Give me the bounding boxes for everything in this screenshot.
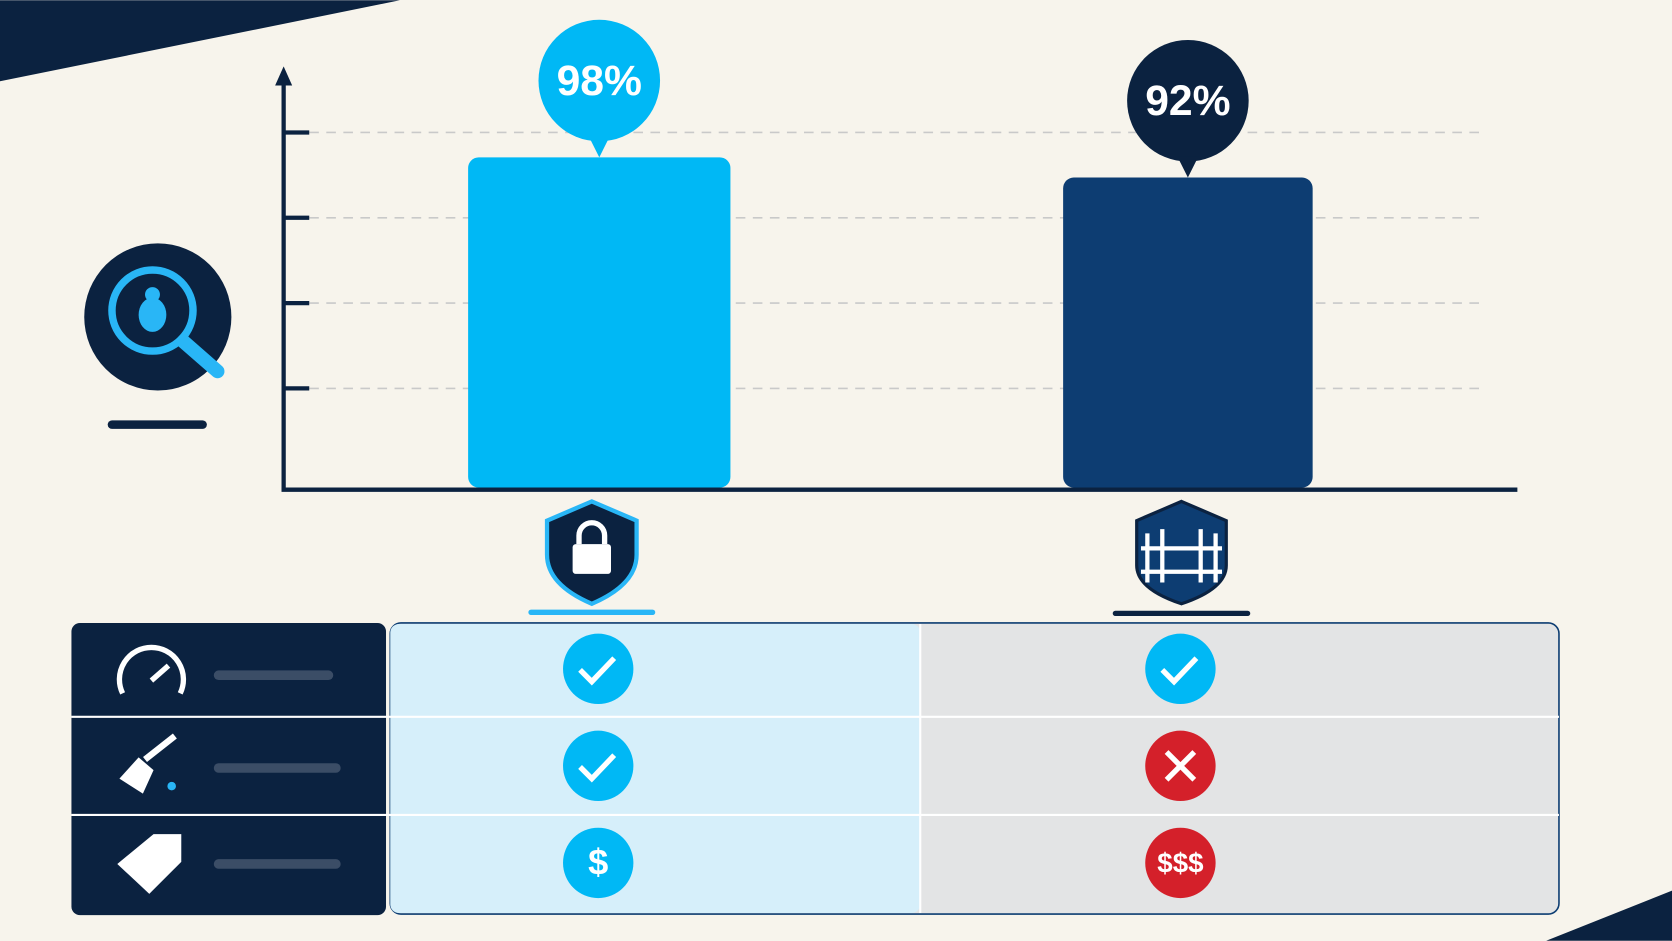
comparison-table: $ $$$ [71, 622, 1560, 916]
check-icon [563, 633, 634, 705]
axis-notches [283, 130, 310, 391]
bar [1063, 177, 1313, 488]
cost-badge [1145, 827, 1216, 899]
bug-search-icon [84, 243, 232, 429]
bars: 98% 92% [468, 19, 1313, 488]
cost-label: $ [588, 842, 608, 883]
check-icon [1145, 633, 1216, 705]
cost-label: $$$ [1157, 847, 1204, 878]
bubble-pointer [588, 136, 610, 158]
check-icon [563, 730, 634, 802]
cross-icon [1145, 730, 1216, 802]
value-label: 92% [1145, 77, 1230, 125]
value-bubble [1127, 40, 1249, 162]
axes [275, 66, 1518, 492]
corner-decoration [0, 0, 400, 82]
bubble-pointer [1177, 156, 1199, 178]
bar [468, 157, 731, 488]
cost-badge [563, 827, 634, 899]
value-bubble [538, 19, 661, 142]
shield-gate-icon [1112, 499, 1251, 617]
shield-lock-icon [528, 499, 656, 615]
value-label: 98% [557, 57, 642, 105]
